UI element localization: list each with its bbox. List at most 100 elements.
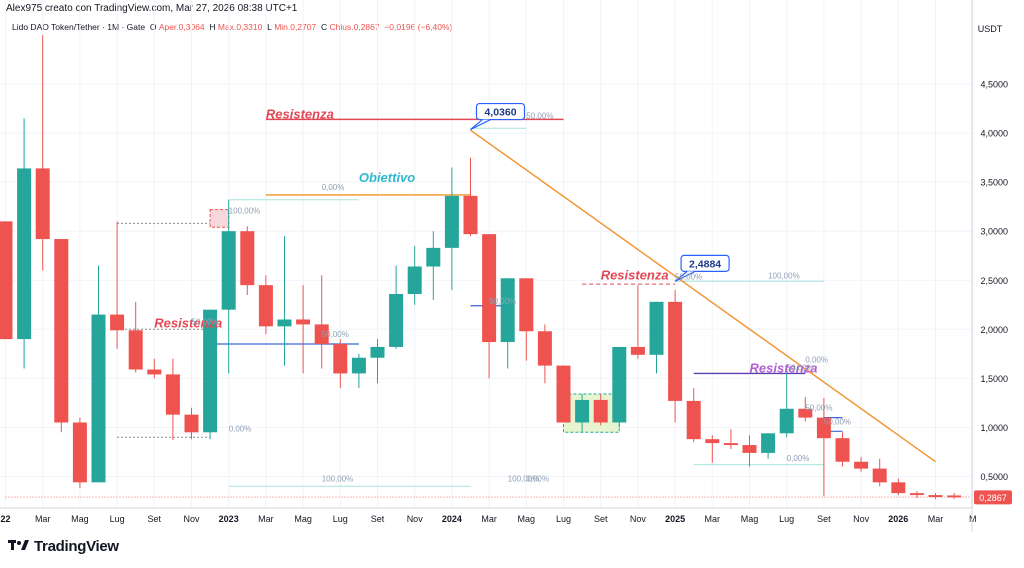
fib-label: 0,00%: [787, 454, 810, 463]
fib-label: 50,00%: [322, 330, 349, 339]
x-tick-label: 2024: [442, 514, 462, 524]
x-tick-label: Lug: [779, 514, 794, 524]
candle-body: [370, 346, 385, 358]
high-key: H: [209, 22, 216, 32]
candle-body: [54, 239, 69, 423]
x-tick-label: Lug: [333, 514, 348, 524]
candle-body: [240, 231, 255, 286]
candle-body: [891, 482, 906, 494]
candle-body: [17, 168, 32, 340]
x-tick-label: Mar: [705, 514, 721, 524]
x-tick-label: Mar: [258, 514, 274, 524]
y-tick-label: 1,0000: [980, 423, 1008, 433]
x-tick-label: Set: [148, 514, 162, 524]
fib-label: 100,00%: [508, 474, 540, 483]
candle-body: [612, 346, 627, 423]
fib-label: 50,00%: [192, 317, 219, 326]
x-tick-label: Mag: [71, 514, 89, 524]
fib-label: 50,00%: [805, 404, 832, 413]
tradingview-brand[interactable]: TradingView: [8, 538, 119, 555]
fib-label: 100,00%: [322, 474, 354, 483]
candle-body: [519, 278, 534, 332]
fib-label: 0,00%: [805, 356, 828, 365]
x-tick-label: Nov: [630, 514, 647, 524]
candle-body: [389, 293, 404, 347]
candle-body: [909, 493, 924, 496]
annotation-text: Resistenza: [154, 315, 222, 330]
candle-body: [35, 168, 50, 240]
candle-body: [444, 195, 459, 248]
fib-label: 0,00%: [526, 474, 549, 483]
x-tick-label: Lug: [110, 514, 125, 524]
candle-body: [165, 374, 180, 415]
candle-body: [463, 195, 478, 235]
x-tick-label: Lug: [556, 514, 571, 524]
candle-body: [556, 365, 571, 423]
price-chart[interactable]: Resistenza Obiettivo Resistenza Resistenza R…: [0, 0, 1024, 532]
y-tick-label: 4,0000: [980, 129, 1008, 139]
x-tick-label: Mar: [481, 514, 497, 524]
price-callout-text: 4,0360: [484, 107, 516, 119]
candle-body: [705, 439, 720, 444]
annotation-text: Obiettivo: [359, 170, 415, 185]
currency-label: USDT: [978, 24, 1003, 34]
y-tick-label: 2,0000: [980, 325, 1008, 335]
fib-label: 50,00%: [675, 272, 702, 281]
change-value: −0,0196 (−6,40%): [384, 22, 453, 32]
trend-line: [470, 129, 936, 463]
candle-body: [203, 309, 218, 433]
x-tick-label: 2026: [888, 514, 908, 524]
fib-label: 100,00%: [229, 207, 261, 216]
annotation-text: Resistenza: [601, 267, 669, 282]
candle-body: [296, 319, 311, 325]
annotation-text: Resistenza: [266, 106, 334, 121]
y-tick-label: 1,5000: [980, 374, 1008, 384]
candle-body: [872, 468, 887, 483]
low-value: Min.0,2707: [274, 22, 317, 32]
creator-line: Alex975 creato con TradingView.com, Mar …: [6, 3, 298, 14]
x-tick-label: Set: [817, 514, 831, 524]
last-price-tag: [974, 490, 1012, 505]
candle-body: [761, 433, 776, 453]
x-tick-label: Mag: [518, 514, 536, 524]
candle-body: [0, 221, 13, 340]
candle-body: [277, 319, 292, 327]
x-tick-label: Nov: [183, 514, 200, 524]
candle-body: [72, 422, 87, 483]
y-tick-label: 3,5000: [980, 178, 1008, 188]
candle-body: [333, 344, 348, 374]
candle-body: [835, 438, 850, 462]
candle-body: [779, 408, 794, 434]
low-key: L: [267, 22, 272, 32]
price-callout-pointer: [470, 119, 491, 131]
candle-body: [947, 495, 962, 498]
candle-body: [630, 346, 645, 355]
close-key: C: [320, 22, 328, 32]
open-value: Aper.0,3064: [158, 22, 205, 32]
candle-body: [128, 330, 143, 370]
candle-body: [482, 234, 497, 343]
y-tick-label: 2,5000: [980, 276, 1008, 286]
x-tick-label: 2023: [219, 514, 239, 524]
x-tick-label: Mag: [294, 514, 312, 524]
x-tick-label: Set: [371, 514, 385, 524]
fib-label: 50,00%: [526, 111, 553, 120]
candles: [0, 35, 962, 500]
price-callout: [475, 102, 526, 121]
fib-label: 50,00%: [489, 297, 516, 306]
candle-body: [147, 369, 162, 375]
fib-label: 100,00%: [768, 271, 800, 280]
chart-drawings: [5, 118, 973, 498]
candle-body: [258, 285, 273, 327]
brand-name: TradingView: [34, 538, 119, 555]
candle-body: [575, 399, 590, 423]
fib-label: 50,00%: [824, 417, 851, 426]
y-tick-label: 4,5000: [980, 80, 1008, 90]
open-key: O: [149, 22, 157, 32]
x-tick-label: Mag: [741, 514, 759, 524]
x-tick-label: Mar: [928, 514, 944, 524]
last-price-label: 0,2867: [979, 493, 1007, 503]
fib-label: 50,00%: [787, 364, 814, 373]
candle-body: [221, 231, 236, 310]
candle-body: [314, 324, 329, 345]
